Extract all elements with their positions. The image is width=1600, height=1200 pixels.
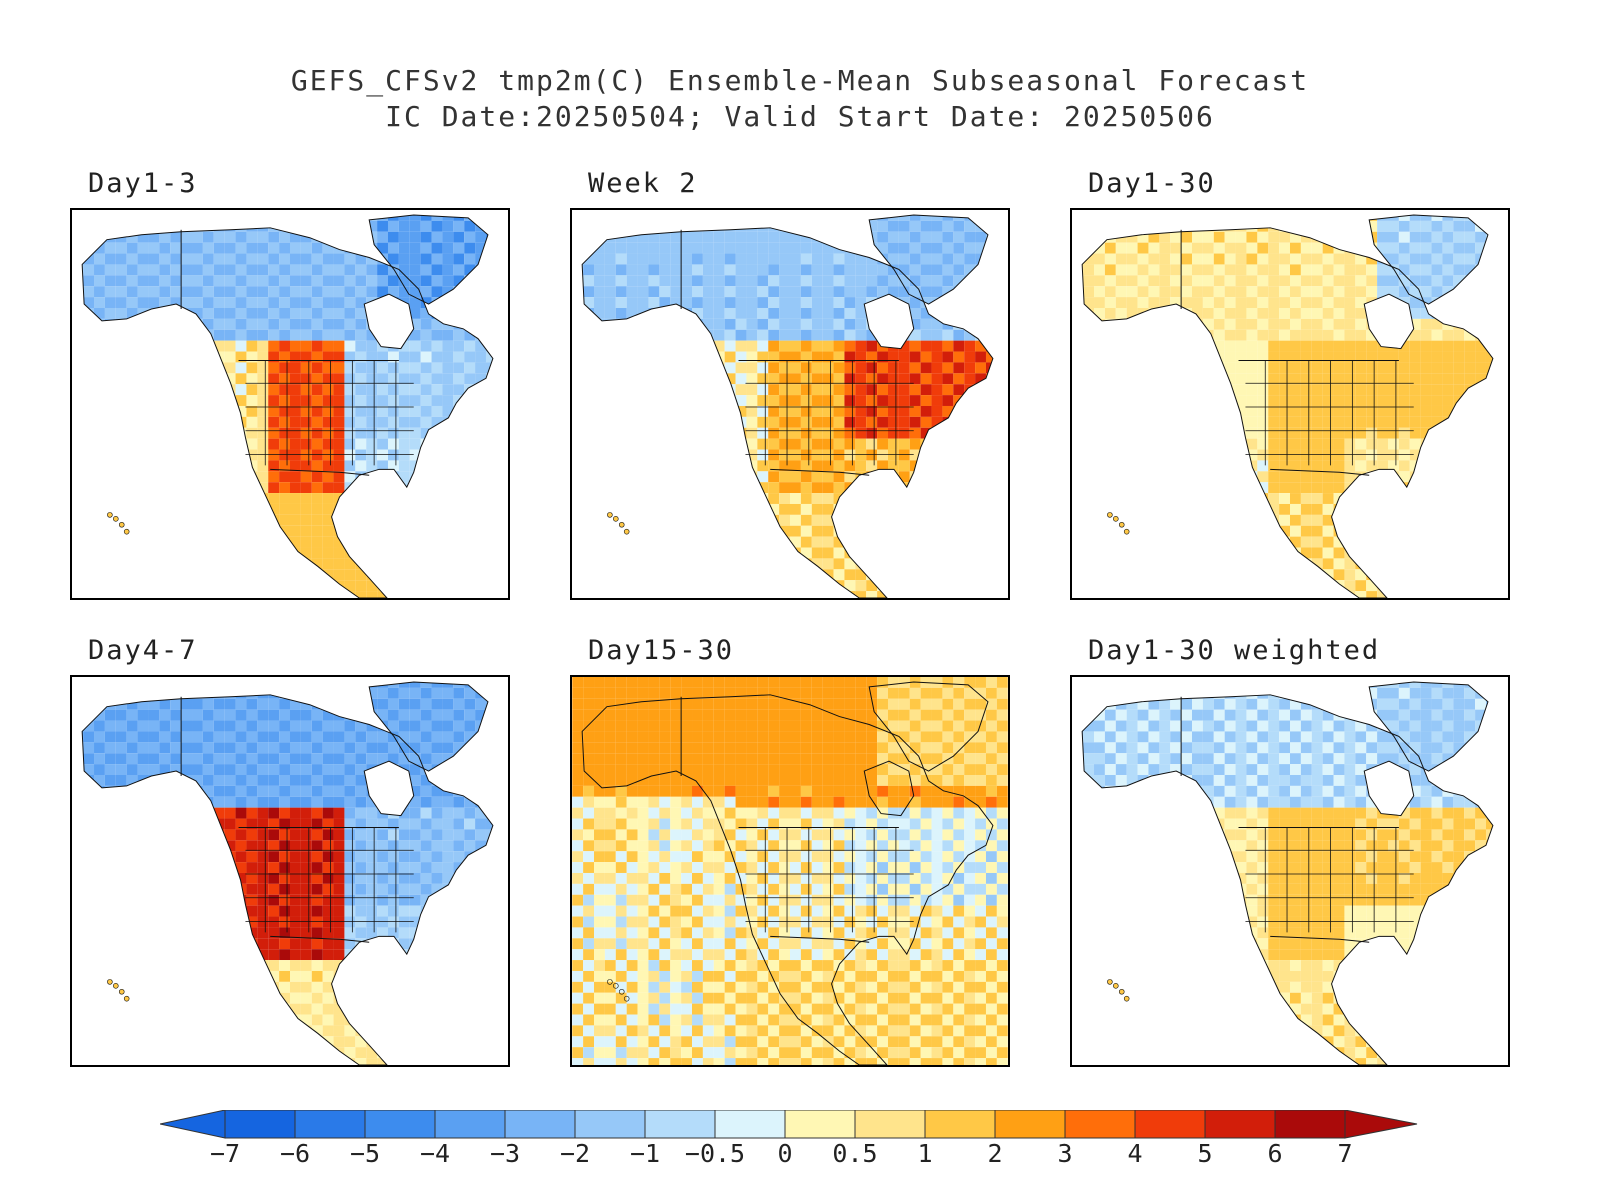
panel-day1-3: Day1-3 [70,168,510,600]
colorbar-tick-label: −5 [350,1139,380,1168]
forecast-map [70,208,510,600]
panel-week2: Week 2 [570,168,1010,600]
colorbar-tick-label: −2 [560,1139,590,1168]
panel-label: Day1-3 [88,168,198,199]
colorbar-tick-label: −6 [280,1139,310,1168]
colorbar-tick-label: 0 [777,1139,792,1168]
colorbar-swatch [364,1110,436,1139]
forecast-map [70,675,510,1067]
colorbar-swatch [854,1110,926,1139]
colorbar-tick-label: 7 [1337,1139,1352,1168]
colorbar-tick-label: 2 [987,1139,1002,1168]
panel-day1-30-weighted: Day1-30 weighted [1070,635,1510,1067]
figure-title-line1: GEFS_CFSv2 tmp2m(C) Ensemble-Mean Subsea… [290,64,1310,97]
colorbar-swatch [504,1110,576,1139]
panel-day1-30: Day1-30 [1070,168,1510,600]
panel-label: Week 2 [588,168,698,199]
colorbar-swatch [1204,1110,1276,1139]
colorbar-tick-label: 0.5 [832,1139,877,1168]
panel-day15-30: Day15-30 [570,635,1010,1067]
figure-title-line2: IC Date:20250504; Valid Start Date: 2025… [385,100,1215,133]
colorbar-tick-label: −1 [630,1139,660,1168]
map-svg [1081,681,1494,1065]
colorbar-swatch [994,1110,1066,1139]
forecast-map [570,208,1010,600]
colorbar-tick-label: −3 [490,1139,520,1168]
colorbar-tick-label: 1 [917,1139,932,1168]
colorbar-swatch [714,1110,786,1139]
colorbar-swatch [294,1110,366,1139]
colorbar-under-triangle [160,1110,226,1139]
map-svg [81,214,494,598]
colorbar-swatch [574,1110,646,1139]
colorbar: −7 −6 −5 −4 −3 −2 −1 −0.5 0 0.5 1 2 3 4 5 6 7 [160,1110,1418,1168]
colorbar-over-triangle [1344,1110,1418,1139]
colorbar-swatch [224,1110,296,1139]
colorbar-swatch [784,1110,856,1139]
map-svg [581,214,994,598]
colorbar-swatch [1064,1110,1136,1139]
map-svg [81,681,494,1065]
forecast-map [570,675,1010,1067]
colorbar-swatch [434,1110,506,1139]
panel-label: Day1-30 weighted [1088,635,1381,666]
colorbar-tick-label: −4 [420,1139,450,1168]
map-svg [1081,214,1494,598]
forecast-map [1070,208,1510,600]
colorbar-swatch [1134,1110,1206,1139]
colorbar-swatch [644,1110,716,1139]
panel-label: Day1-30 [1088,168,1216,199]
colorbar-swatch [924,1110,996,1139]
panel-label: Day4-7 [88,635,198,666]
colorbar-swatch [1274,1110,1346,1139]
map-svg [572,677,1008,1065]
colorbar-tick-label: −7 [210,1139,240,1168]
colorbar-tick-label: 6 [1267,1139,1282,1168]
colorbar-tick-label: 3 [1057,1139,1072,1168]
panel-day4-7: Day4-7 [70,635,510,1067]
colorbar-tick-label: 5 [1197,1139,1212,1168]
forecast-map [1070,675,1510,1067]
panel-label: Day15-30 [588,635,735,666]
colorbar-tick-label: −0.5 [685,1139,745,1168]
colorbar-tick-label: 4 [1127,1139,1142,1168]
